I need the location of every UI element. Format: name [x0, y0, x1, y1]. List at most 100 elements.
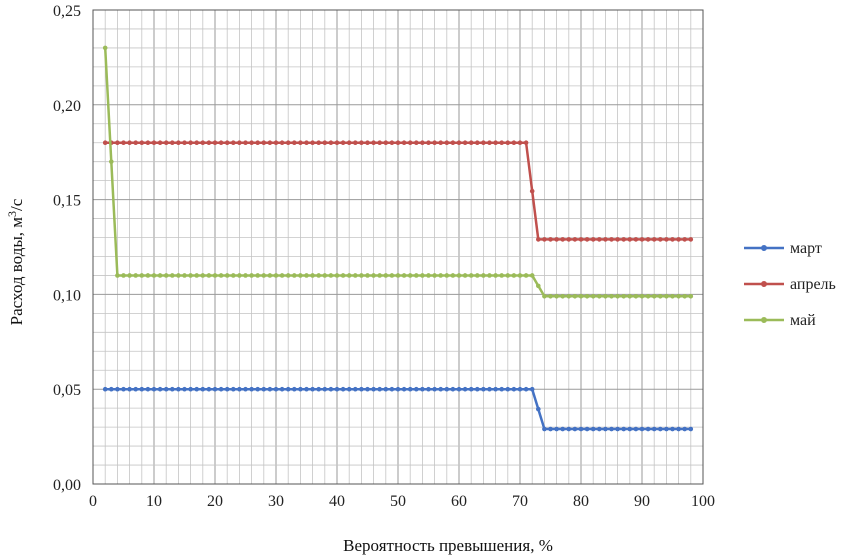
data-point	[517, 386, 523, 392]
legend: март апрель май	[744, 240, 836, 329]
data-point	[664, 426, 669, 432]
data-point	[414, 386, 419, 392]
data-point	[627, 237, 633, 242]
data-point	[157, 273, 163, 278]
data-point	[426, 386, 431, 392]
data-point	[127, 273, 132, 278]
data-point	[206, 386, 212, 392]
data-point	[170, 140, 175, 146]
data-point	[115, 386, 120, 392]
data-point	[176, 140, 181, 146]
data-point	[639, 237, 645, 242]
data-point	[670, 293, 675, 299]
data-point	[115, 273, 120, 278]
data-point	[548, 237, 553, 242]
data-point	[420, 386, 425, 392]
data-point	[346, 140, 352, 146]
data-point	[688, 426, 694, 432]
data-point	[328, 273, 334, 278]
data-point	[304, 273, 309, 278]
data-point	[139, 273, 145, 278]
data-point	[395, 386, 401, 392]
data-point	[493, 140, 498, 146]
x-tick-label: 60	[451, 493, 467, 510]
legend-item: апрель	[744, 276, 836, 293]
data-point	[218, 273, 224, 278]
data-point	[517, 140, 523, 146]
data-point	[121, 386, 126, 392]
data-point	[194, 273, 199, 278]
data-point	[578, 237, 584, 242]
data-point	[145, 140, 151, 146]
data-point	[163, 386, 169, 392]
data-point	[493, 386, 498, 392]
data-point	[670, 426, 675, 432]
data-point	[670, 237, 675, 242]
data-point	[139, 140, 145, 146]
y-tick-label: 0,25	[53, 3, 81, 20]
data-point	[499, 273, 505, 278]
data-point	[658, 293, 663, 299]
data-point	[322, 140, 328, 146]
data-point	[133, 140, 138, 146]
data-point	[639, 293, 645, 299]
data-point	[633, 293, 639, 299]
data-point	[267, 140, 273, 146]
data-point	[243, 386, 248, 392]
x-tick-label: 30	[268, 493, 284, 510]
data-point	[353, 386, 358, 392]
data-point	[255, 140, 260, 146]
data-point	[603, 237, 608, 242]
data-point	[151, 386, 157, 392]
data-point	[340, 140, 346, 146]
data-point	[383, 273, 389, 278]
x-tick-label: 50	[390, 493, 406, 510]
legend-label: март	[790, 240, 822, 257]
data-point	[603, 293, 608, 299]
data-point	[554, 426, 559, 432]
data-point	[273, 273, 279, 278]
data-point	[462, 140, 468, 146]
data-point	[188, 386, 193, 392]
data-point	[298, 140, 303, 146]
data-point	[273, 386, 279, 392]
y-axis-ticks: 0,00 0,05 0,10 0,15 0,20 0,25	[53, 3, 81, 494]
data-point	[237, 386, 242, 392]
data-point	[182, 273, 187, 278]
data-point	[645, 426, 651, 432]
data-point	[249, 273, 254, 278]
data-point	[261, 386, 267, 392]
data-point	[639, 426, 645, 432]
data-point	[450, 273, 456, 278]
data-point	[438, 273, 444, 278]
data-point	[597, 426, 602, 432]
data-point	[334, 140, 340, 146]
x-tick-label: 20	[207, 493, 223, 510]
data-point	[664, 293, 669, 299]
data-point	[468, 273, 474, 278]
data-point	[645, 293, 651, 299]
data-point	[243, 273, 248, 278]
data-point	[499, 386, 505, 392]
data-point	[560, 293, 565, 299]
data-point	[200, 386, 206, 392]
data-point	[334, 386, 340, 392]
data-point	[456, 273, 462, 278]
data-point	[407, 273, 413, 278]
data-point	[133, 386, 138, 392]
data-point	[200, 273, 206, 278]
legend-marker	[761, 317, 767, 323]
data-point	[676, 293, 681, 299]
data-point	[237, 273, 242, 278]
y-axis-title-main: Расход воды, м	[7, 217, 26, 326]
data-point	[395, 140, 401, 146]
x-axis-title: Вероятность превышения, %	[343, 536, 553, 555]
data-point	[371, 140, 376, 146]
data-point	[487, 273, 492, 278]
data-point	[127, 386, 132, 392]
data-point	[615, 293, 620, 299]
data-point	[688, 293, 694, 299]
data-point	[401, 273, 407, 278]
data-point	[224, 273, 230, 278]
data-point	[548, 426, 553, 432]
